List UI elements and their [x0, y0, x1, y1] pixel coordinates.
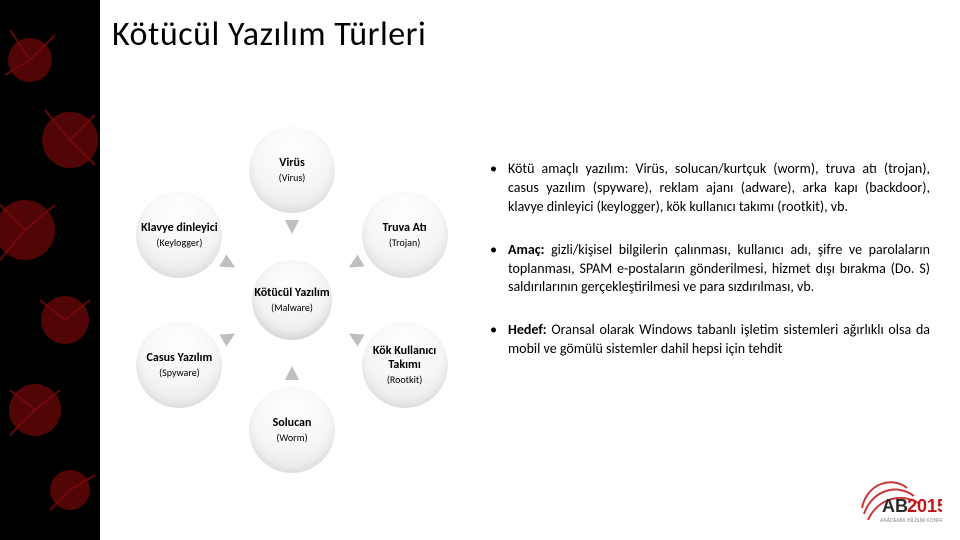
- diagram-node: Truva Atı (Trojan): [362, 192, 448, 278]
- malware-diagram: Kötücül Yazılım (Malware) Virüs (Virus) Tr…: [112, 120, 472, 480]
- bullet-text: Kötü amaçlı yazılım: Virüs, solucan/kurt…: [508, 160, 930, 215]
- node-label: Casus Yazılım: [147, 352, 213, 365]
- svg-text:2015: 2015: [907, 496, 942, 516]
- slide: Kötücül Yazılım Türleri Kötücül Yazılım …: [0, 0, 960, 540]
- bullet-item: Amaç: gizli/kişisel bilgilerin çalınması…: [490, 241, 930, 298]
- diagram-center: Kötücül Yazılım (Malware): [252, 260, 332, 340]
- bullet-bold: Amaç:: [508, 241, 545, 258]
- diagram-node: Casus Yazılım (Spyware): [136, 322, 222, 408]
- node-label: Kök Kullanıcı Takımı: [362, 345, 448, 371]
- bullet-list: Kötü amaçlı yazılım: Virüs, solucan/kurt…: [490, 160, 930, 383]
- bullet-bold: Hedef:: [508, 321, 547, 338]
- bullet-item: Kötü amaçlı yazılım: Virüs, solucan/kurt…: [490, 160, 930, 217]
- center-label: Kötücül Yazılım: [254, 287, 329, 300]
- node-sub: (Worm): [276, 432, 307, 443]
- diagram-node: Klavye dinleyici (Keylogger): [136, 192, 222, 278]
- diagram-node: Kök Kullanıcı Takımı (Rootkit): [362, 322, 448, 408]
- bullet-text: gizli/kişisel bilgilerin çalınması, kull…: [508, 241, 930, 296]
- center-sub: (Malware): [271, 302, 313, 313]
- node-label: Klavye dinleyici: [141, 222, 218, 235]
- diagram-node: Solucan (Worm): [249, 387, 335, 473]
- node-sub: (Virus): [279, 172, 306, 183]
- logo: AB 2015 AKADEMİK BİLİŞİM KONFERANSI: [852, 468, 942, 528]
- bullet-text: Oransal olarak Windows tabanlı işletim s…: [508, 321, 930, 357]
- node-sub: (Rootkit): [387, 374, 422, 385]
- svg-text:AKADEMİK BİLİŞİM KONFERANSI: AKADEMİK BİLİŞİM KONFERANSI: [880, 517, 942, 524]
- node-label: Solucan: [273, 417, 312, 430]
- node-label: Truva Atı: [383, 222, 427, 235]
- bullet-item: Hedef: Oransal olarak Windows tabanlı iş…: [490, 321, 930, 359]
- side-image: [0, 0, 100, 540]
- diagram-arrow: [219, 327, 238, 346]
- diagram-arrow: [346, 254, 365, 273]
- node-sub: (Spyware): [159, 367, 200, 378]
- node-sub: (Keylogger): [156, 237, 202, 248]
- svg-text:AB: AB: [882, 496, 908, 516]
- page-title: Kötücül Yazılım Türleri: [112, 14, 426, 55]
- diagram-node: Virüs (Virus): [249, 127, 335, 213]
- diagram-arrow: [285, 220, 299, 234]
- node-sub: (Trojan): [389, 237, 420, 248]
- diagram-arrow: [346, 327, 365, 346]
- node-label: Virüs: [279, 157, 305, 170]
- diagram-arrow: [219, 254, 238, 273]
- diagram-arrow: [285, 366, 299, 380]
